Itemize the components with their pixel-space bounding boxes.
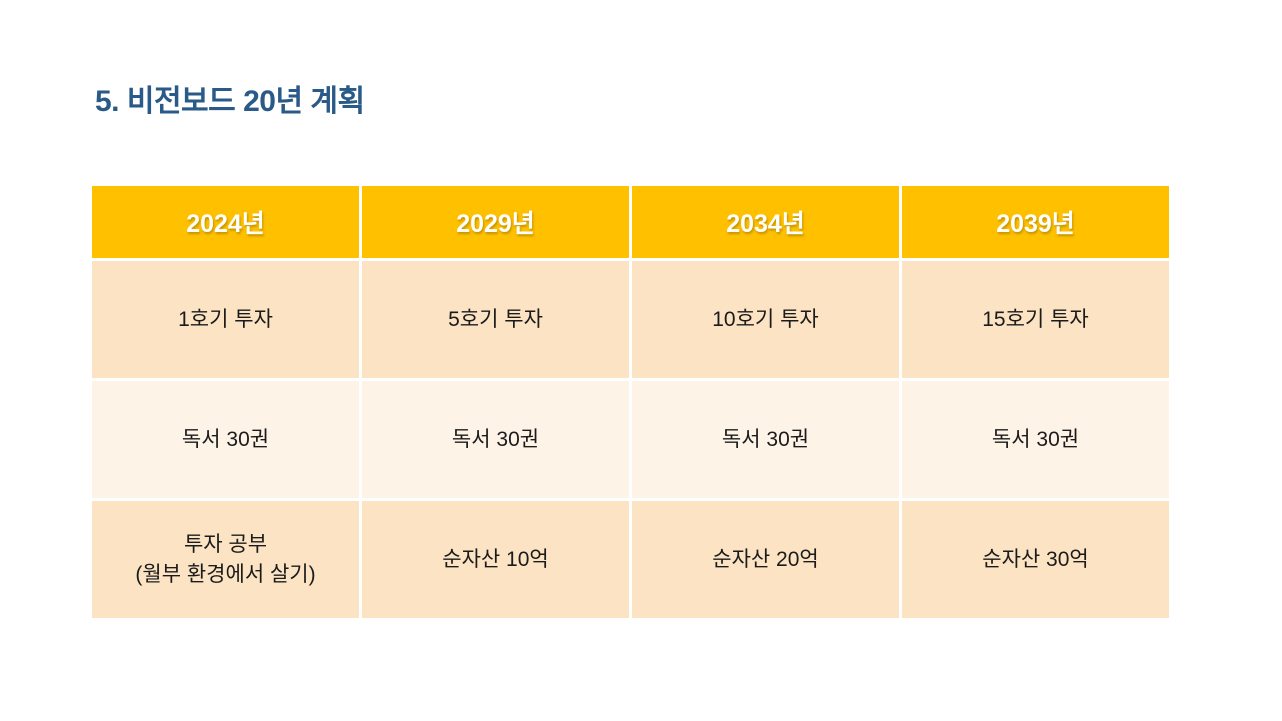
- cell-text: 1호기 투자: [178, 307, 273, 331]
- table-header-2039: 2039년: [902, 186, 1169, 258]
- table-cell: 순자산 20억: [632, 501, 899, 618]
- table-cell: 독서 30권: [362, 381, 629, 498]
- table-cell: 1호기 투자: [92, 261, 359, 378]
- cell-text: (월부 환경에서 살기): [135, 562, 316, 586]
- cell-text: 독서 30권: [451, 427, 540, 451]
- table-header-2024: 2024년: [92, 186, 359, 258]
- cell-text: 순자산 30억: [982, 547, 1089, 571]
- table-cell: 5호기 투자: [362, 261, 629, 378]
- header-label: 2039년: [996, 210, 1075, 238]
- cell-text: 15호기 투자: [982, 307, 1089, 331]
- table-cell: 독서 30권: [632, 381, 899, 498]
- cell-text: 독서 30권: [181, 427, 270, 451]
- cell-text: 투자 공부: [183, 533, 268, 557]
- table-cell: 15호기 투자: [902, 261, 1169, 378]
- cell-text: 독서 30권: [721, 427, 810, 451]
- table-cell: 투자 공부 (월부 환경에서 살기): [92, 501, 359, 618]
- cell-text: 독서 30권: [991, 427, 1080, 451]
- cell-text: 순자산 20억: [712, 547, 819, 571]
- table-cell: 순자산 10억: [362, 501, 629, 618]
- table-cell: 독서 30권: [902, 381, 1169, 498]
- table-cell: 10호기 투자: [632, 261, 899, 378]
- page-title: 5. 비전보드 20년 계획: [95, 85, 365, 118]
- table-header-2029: 2029년: [362, 186, 629, 258]
- cell-text: 5호기 투자: [448, 307, 543, 331]
- cell-text: 10호기 투자: [712, 307, 819, 331]
- header-label: 2024년: [186, 210, 265, 238]
- vision-board-table: 2024년 2029년 2034년 2039년 1호기 투자 5호기 투자 10…: [92, 186, 1169, 618]
- header-label: 2029년: [456, 210, 535, 238]
- table-cell: 독서 30권: [92, 381, 359, 498]
- table-cell: 순자산 30억: [902, 501, 1169, 618]
- table-header-2034: 2034년: [632, 186, 899, 258]
- header-label: 2034년: [726, 210, 805, 238]
- cell-text: 순자산 10억: [442, 547, 549, 571]
